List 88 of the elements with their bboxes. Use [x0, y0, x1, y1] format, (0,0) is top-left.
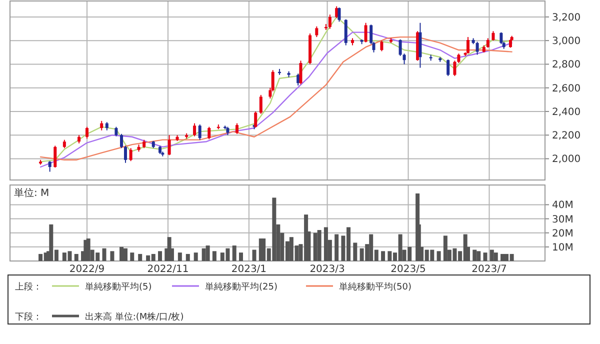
candlestick: [236, 122, 239, 134]
y-tick-label: 3,200: [552, 12, 581, 24]
candlestick: [457, 53, 460, 64]
candlestick: [486, 38, 490, 48]
candlestick: [259, 94, 262, 114]
bar: [194, 252, 198, 261]
candlestick: [338, 7, 341, 22]
bar: [500, 254, 505, 261]
y-tick-label: 2,400: [552, 106, 581, 118]
legend-label: 単純移動平均(5): [85, 282, 152, 292]
y-tick-label: 2,200: [552, 130, 581, 142]
candlestick: [492, 30, 495, 42]
candlestick: [344, 18, 348, 46]
candlestick: [48, 160, 52, 172]
y-tick-label: 2,000: [552, 154, 581, 166]
candlestick: [453, 60, 456, 77]
bar: [158, 251, 162, 261]
bar: [353, 242, 358, 261]
candlestick: [299, 60, 302, 85]
bar: [443, 236, 448, 261]
bar: [252, 250, 256, 261]
candlestick: [208, 126, 211, 140]
y-tick-label: 10M: [552, 242, 574, 254]
legend-label: 出来高 単位:(M株/口/枚): [85, 312, 184, 322]
x-tick-label: 2022/11: [147, 264, 189, 275]
candlestick: [402, 53, 406, 65]
x-tick-label: 2023/5: [390, 264, 426, 275]
annotation: 単位: M: [14, 187, 50, 199]
bar: [138, 254, 142, 261]
candlestick: [364, 22, 368, 43]
bar: [232, 246, 236, 261]
candlestick: [193, 122, 196, 137]
bar: [381, 251, 386, 261]
x-tick-label: 2023/1: [231, 264, 267, 275]
bar: [120, 246, 124, 261]
candlestick: [198, 124, 202, 140]
bar: [238, 252, 243, 261]
bar: [476, 251, 481, 261]
bar: [472, 250, 477, 261]
y-tick-label: 2,800: [552, 60, 581, 71]
bar: [490, 250, 494, 261]
bar: [494, 252, 498, 261]
candlestick: [315, 26, 318, 38]
bar: [334, 234, 339, 261]
bar: [38, 254, 43, 261]
bar: [212, 251, 216, 261]
candlestick: [328, 14, 332, 30]
candlestick: [86, 126, 88, 140]
candlestick: [129, 148, 132, 162]
candlestick: [500, 32, 503, 45]
bar: [436, 251, 441, 261]
x-tick-label: 2023/7: [472, 264, 507, 275]
x-tick-label: 2022/9: [69, 264, 105, 275]
legend-title: 下段：: [15, 312, 42, 322]
y-tick-label: 40M: [552, 200, 574, 212]
bar: [74, 254, 78, 261]
bar: [202, 248, 206, 261]
candlestick: [380, 40, 384, 52]
candlestick: [124, 145, 127, 164]
bar: [483, 252, 488, 261]
bar: [123, 248, 128, 261]
bar: [102, 248, 106, 261]
candlestick: [476, 41, 479, 56]
legend-title: 上段：: [15, 282, 42, 292]
bar: [110, 251, 114, 261]
candlestick: [54, 145, 57, 168]
legend-label: 単純移動平均(25): [205, 282, 278, 292]
candlestick: [446, 58, 450, 77]
bar: [324, 227, 328, 261]
bar: [317, 230, 322, 261]
bar: [178, 252, 182, 261]
y-tick-label: 20M: [552, 228, 574, 240]
bar: [313, 232, 318, 261]
x-tick-label: 2023/3: [310, 264, 345, 275]
candlestick: [466, 36, 470, 54]
candlestick: [120, 133, 124, 149]
candlestick: [100, 120, 104, 131]
bar: [186, 254, 190, 261]
bar: [86, 238, 90, 261]
bar: [206, 246, 210, 261]
bar: [130, 252, 134, 261]
candlestick: [114, 126, 118, 137]
y-tick-label: 3,000: [552, 36, 581, 48]
candlestick: [398, 38, 402, 56]
legend-label: 単純移動平均(50): [339, 282, 412, 292]
y-tick-label: 2,600: [552, 83, 581, 94]
candlestick: [168, 134, 171, 156]
y-tick-label: 30M: [552, 214, 574, 226]
